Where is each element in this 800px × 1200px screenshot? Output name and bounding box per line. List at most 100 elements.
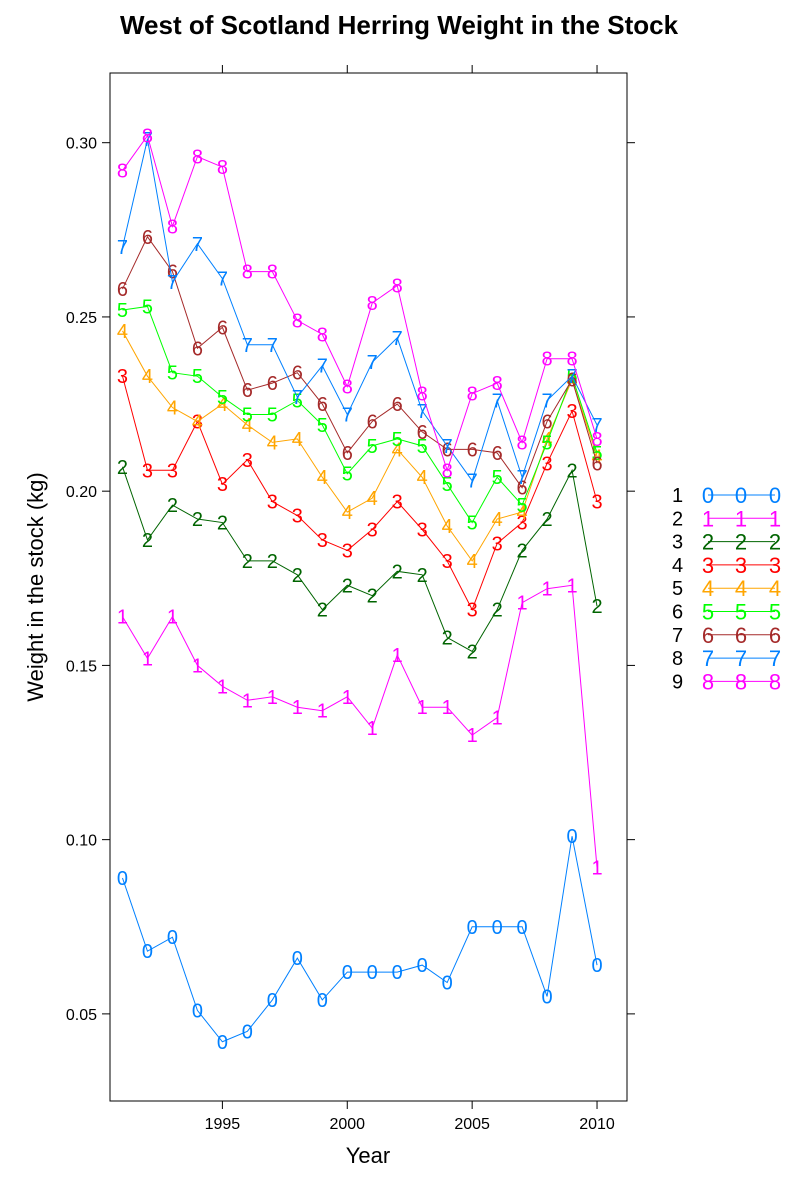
series-line	[122, 376, 598, 611]
data-point: 6	[342, 443, 353, 465]
data-point: 4	[517, 502, 528, 524]
legend-symbol: 2	[735, 530, 747, 555]
chart-title: West of Scotland Herring Weight in the S…	[120, 10, 679, 40]
legend-symbol: 6	[769, 623, 781, 648]
data-point: 0	[142, 941, 153, 963]
data-point: 8	[217, 157, 228, 179]
data-point: 4	[117, 321, 128, 343]
data-point: 4	[591, 446, 602, 468]
legend-symbol: 6	[702, 623, 714, 648]
data-point: 3	[167, 460, 178, 482]
data-point: 0	[591, 955, 602, 977]
legend-label: 6	[672, 602, 683, 624]
data-point: 7	[542, 391, 553, 413]
data-point: 0	[317, 990, 328, 1012]
data-point: 7	[217, 269, 228, 291]
data-point: 1	[192, 655, 203, 677]
legend-label: 2	[672, 508, 683, 530]
data-point: 6	[192, 338, 203, 360]
data-point: 3	[117, 366, 128, 388]
data-point: 1	[342, 687, 353, 709]
data-point: 0	[242, 1021, 253, 1043]
data-point: 2	[417, 565, 428, 587]
data-point: 2	[467, 641, 478, 663]
data-point: 7	[442, 436, 453, 458]
data-point: 3	[192, 411, 203, 433]
data-point: 0	[542, 986, 553, 1008]
data-point: 4	[442, 516, 453, 538]
data-point: 8	[591, 429, 602, 451]
data-point: 7	[317, 356, 328, 378]
data-point: 6	[566, 370, 577, 392]
legend-symbol: 5	[702, 600, 714, 625]
data-point: 6	[167, 262, 178, 284]
legend-symbol: 5	[735, 600, 747, 625]
series-line	[122, 139, 598, 482]
legend: 1 0 0 02 1 1 13 2 2 24 3 3 35 4 4 46 5 5 57 6 6 68 7 7 79 8 8 8	[672, 483, 781, 694]
data-point: 5	[442, 474, 453, 496]
data-point: 0	[117, 868, 128, 890]
data-point: 6	[542, 411, 553, 433]
data-point: 8	[392, 276, 403, 298]
data-point: 3	[292, 506, 303, 528]
data-point: 8	[542, 349, 553, 371]
data-point: 6	[467, 439, 478, 461]
data-point: 2	[517, 540, 528, 562]
data-point: 5	[367, 436, 378, 458]
x-tick-label: 2005	[454, 1116, 490, 1133]
y-tick-label: 0.05	[66, 1007, 97, 1024]
data-point: 8	[192, 147, 203, 169]
data-point: 1	[242, 690, 253, 712]
data-point: 3	[442, 551, 453, 573]
legend-symbol: 3	[702, 553, 714, 578]
data-point: 1	[167, 607, 178, 629]
data-point: 7	[167, 272, 178, 294]
data-point: 2	[542, 509, 553, 531]
x-tick-label: 1995	[205, 1116, 241, 1133]
data-point: 0	[442, 973, 453, 995]
data-point: 0	[517, 917, 528, 939]
data-point: 1	[442, 697, 453, 719]
data-point: 3	[517, 513, 528, 535]
data-point: 5	[467, 513, 478, 535]
data-point: 8	[442, 460, 453, 482]
data-point: 5	[317, 415, 328, 437]
data-point: 8	[267, 262, 278, 284]
data-point: 6	[591, 453, 602, 475]
data-point: 3	[217, 474, 228, 496]
data-point: 1	[517, 593, 528, 615]
legend-symbol: 0	[735, 483, 747, 508]
data-point: 8	[242, 262, 253, 284]
data-point: 3	[342, 540, 353, 562]
data-point: 0	[267, 990, 278, 1012]
data-point: 6	[142, 227, 153, 249]
data-point: 7	[492, 391, 503, 413]
data-point: 4	[342, 502, 353, 524]
data-point: 3	[566, 401, 577, 423]
data-point: 1	[292, 697, 303, 719]
data-point: 7	[267, 335, 278, 357]
legend-label: 8	[672, 648, 683, 670]
data-point: 4	[367, 488, 378, 510]
data-point: 1	[267, 687, 278, 709]
legend-label: 4	[672, 555, 683, 577]
data-point: 8	[317, 324, 328, 346]
data-point: 5	[192, 366, 203, 388]
data-point: 4	[217, 394, 228, 416]
legend-symbol: 8	[735, 669, 747, 694]
legend-symbol: 1	[702, 506, 714, 531]
data-point: 3	[467, 600, 478, 622]
data-point: 2	[591, 596, 602, 618]
data-point: 7	[591, 415, 602, 437]
plot-frame	[109, 72, 628, 1102]
data-point: 1	[317, 701, 328, 723]
legend-symbol: 7	[735, 646, 747, 671]
data-point: 7	[517, 467, 528, 489]
y-tick-label: 0.25	[66, 310, 97, 327]
data-point: 1	[117, 607, 128, 629]
